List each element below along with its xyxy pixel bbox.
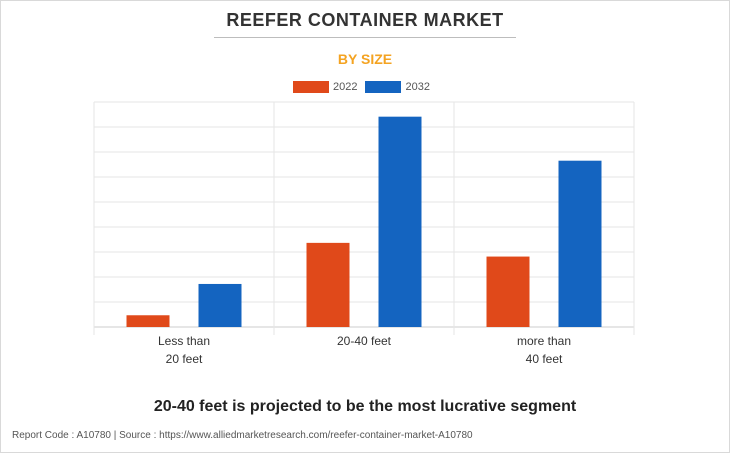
legend-label-2022: 2022: [333, 81, 358, 93]
legend-swatch-2032: [365, 81, 402, 93]
x-tick-label: Less than 20 feet: [158, 334, 210, 366]
legend: 2022 2032: [293, 80, 438, 94]
bar-2022-2: [486, 256, 530, 327]
chart-subtitle: BY SIZE: [337, 51, 393, 67]
chart-title: REEFER CONTAINER MARKET: [226, 10, 504, 30]
legend-swatch-2022: [293, 81, 329, 93]
bar-2022-1: [306, 242, 350, 327]
x-tick-label: more than 40 feet: [517, 334, 571, 366]
legend-label-2032: 2032: [405, 81, 430, 93]
bar-2032-0: [198, 283, 242, 327]
source-footer: Report Code : A10780 | Source : https://…: [12, 430, 473, 441]
legend-item-2022[interactable]: 2022: [293, 81, 357, 93]
title-divider: [214, 37, 516, 38]
legend-item-2032[interactable]: 2032: [365, 81, 430, 93]
x-tick-label: 20-40 feet: [337, 334, 392, 348]
bar-2032-1: [378, 116, 422, 327]
bar-2022-0: [126, 315, 170, 327]
chart-headline: 20-40 feet is projected to be the most l…: [153, 398, 577, 415]
bar-2032-2: [558, 160, 602, 327]
